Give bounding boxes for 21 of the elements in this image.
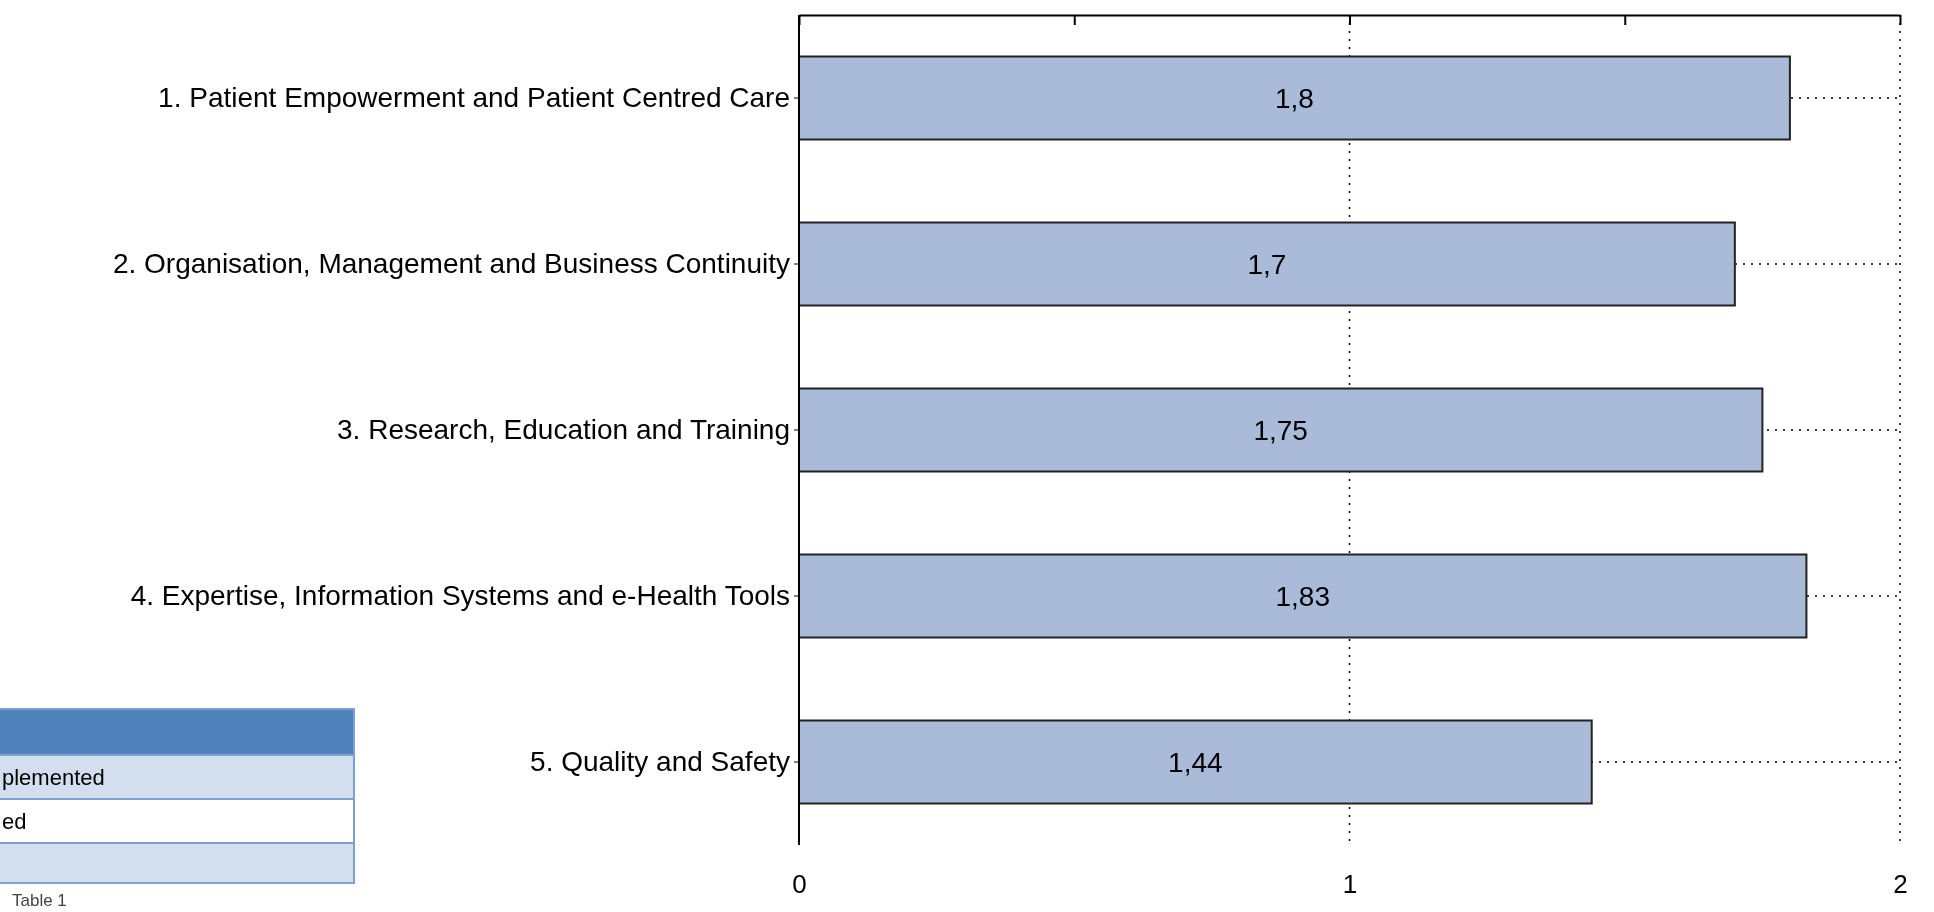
x-tick-label: 0 (792, 869, 807, 900)
y-tick-label: 2. Organisation, Management and Business Continuity (112, 247, 790, 279)
x-tick-label: 1 (1342, 869, 1358, 900)
bar (798, 387, 1764, 473)
data-label: 1,44 (1168, 746, 1223, 778)
x-tick-label: 2 (1893, 869, 1908, 900)
data-label: 1,8 (1274, 82, 1314, 114)
text: plemented (2, 765, 105, 790)
bar (798, 221, 1736, 307)
y-tick-label: 5. Quality and Safety (530, 745, 790, 777)
bar (798, 553, 1808, 639)
data-label: 1,83 (1275, 580, 1330, 612)
y-tick-label: 4. Expertise, Information Systems and e-Health Tools (130, 579, 790, 611)
caption: Table 1 (12, 891, 67, 910)
data-label: 1,7 (1247, 248, 1287, 280)
y-tick-label: 1. Patient Empowerment and Patient Centred Care (158, 81, 790, 113)
data-label: 1,75 (1253, 414, 1308, 446)
bar (798, 55, 1791, 141)
y-tick-label: 3. Research, Education and Training (337, 413, 790, 445)
text: ed (2, 809, 27, 834)
bar (798, 719, 1593, 805)
